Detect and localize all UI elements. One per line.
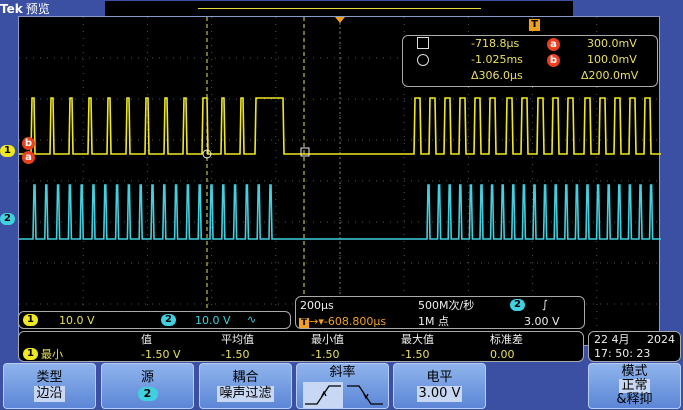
cursor-square-icon (417, 37, 429, 49)
trigger-level: 3.00 V (524, 315, 560, 328)
rising-edge-icon (304, 385, 341, 405)
trigger-icon: T (299, 318, 310, 328)
cursor-readout: -718.8µs -1.025ms Δ306.0µs a b 300.0mV 1… (402, 35, 658, 87)
sample-rate: 500M次/秒 (418, 299, 475, 312)
measure-max: -1.50 (401, 348, 430, 361)
delta-volt: Δ200.0mV (581, 69, 639, 82)
menu-coupling-button[interactable]: 耦合 噪声过滤 (199, 363, 292, 409)
measurement-panel: 值 平均值 最小值 最大值 标准差 1 最小 -1.50 V -1.50 -1.… (18, 331, 584, 362)
trigger-source-badge: 2 (510, 299, 525, 311)
rising-edge-icon: ∫ (542, 298, 548, 311)
header-stddev: 标准差 (490, 333, 523, 346)
menu-slope-button[interactable]: 斜率 (296, 363, 389, 409)
ch1-badge[interactable]: 1 (23, 314, 38, 326)
cursor-a-icon: a (547, 38, 560, 51)
cursor-circle-icon (417, 54, 429, 66)
measure-mean: -1.50 (221, 348, 250, 361)
record-overview-bar[interactable] (105, 1, 573, 16)
header-max: 最大值 (401, 333, 434, 346)
ch1-marker[interactable]: 1 (0, 145, 15, 157)
trigger-marker: T (529, 19, 540, 31)
datetime-panel: 22 4月 2024 17: 50: 23 (588, 331, 681, 362)
ch2-scale[interactable]: 10.0 V (195, 314, 231, 327)
cursor-circle-marker (202, 149, 212, 159)
menu-mode-button[interactable]: 模式 正常 &释抑 (588, 363, 681, 409)
ch2-badge[interactable]: 2 (161, 314, 176, 326)
acquisition-mode: 预览 (25, 2, 50, 16)
delta-time: Δ306.0µs (471, 69, 523, 82)
brand-logo: Tek 预览 (0, 2, 50, 16)
cursor-b-value: 100.0mV (587, 53, 637, 66)
measure-stddev: 0.00 (490, 348, 515, 361)
channel-scale-bar: 1 10.0 V 2 10.0 V ∿ (18, 311, 291, 329)
cursor1-time: -718.8µs (471, 37, 520, 50)
measure-channel-badge: 1 (23, 348, 38, 360)
menu-type-button[interactable]: 类型 边沿 (3, 363, 96, 409)
cursor2-time: -1.025ms (471, 53, 523, 66)
measure-name: 最小 (41, 348, 63, 361)
cursor-a-value: 300.0mV (587, 37, 637, 50)
falling-edge-icon[interactable] (346, 385, 383, 405)
menu-level-button[interactable]: 电平 3.00 V (393, 363, 486, 409)
measure-min: -1.50 (311, 348, 340, 361)
measure-value: -1.50 V (141, 348, 181, 361)
time: 17: 50: 23 (594, 347, 651, 360)
cursor-a-marker[interactable]: a (22, 151, 35, 164)
cursor-b-marker[interactable]: b (22, 137, 35, 150)
header-mean: 平均值 (221, 333, 254, 346)
ch1-waveform (19, 97, 661, 155)
ch2-waveform (19, 184, 661, 240)
ch1-scale[interactable]: 10.0 V (59, 314, 95, 327)
ch2-marker[interactable]: 2 (0, 213, 15, 225)
time-scale: 200µs (300, 299, 334, 312)
trigger-position-icon (335, 17, 345, 23)
cursor-b-icon: b (547, 54, 560, 67)
year: 2024 (647, 333, 675, 346)
bandwidth-icon: ∿ (247, 313, 257, 326)
date: 22 4月 (594, 333, 630, 346)
cursor-square-marker (300, 147, 310, 157)
header-min: 最小值 (311, 333, 344, 346)
record-length: 1M 点 (418, 315, 449, 328)
timebase-panel[interactable]: 200µs 500M次/秒 2 ∫ T →▾-608.800µs 1M 点 3.0… (295, 296, 585, 329)
trigger-position: -608.800µs (323, 315, 387, 328)
header-value: 值 (141, 333, 152, 346)
waveform-display (19, 17, 661, 347)
